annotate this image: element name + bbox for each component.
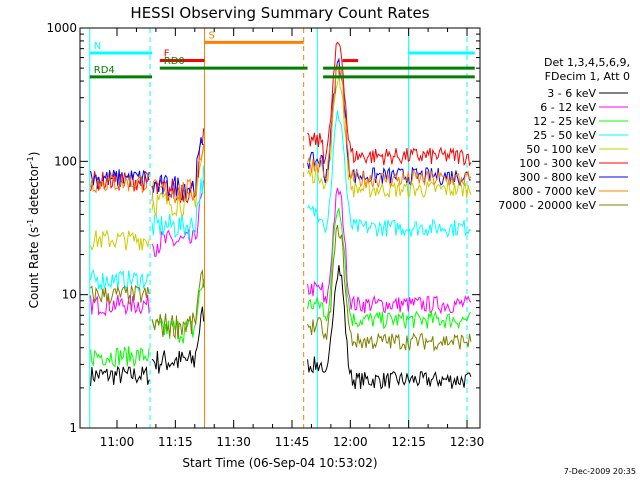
x-tick-label-4: 12:00 [333, 435, 368, 449]
series-line-4 [90, 73, 472, 252]
legend-header-line2: FDecim 1, Att 0 [545, 70, 630, 83]
flag-label-s: S [209, 30, 215, 41]
flag-label-n: N [94, 41, 101, 52]
flag-label-f: F [164, 49, 170, 60]
plot-border [79, 27, 481, 429]
series-line-0 [90, 265, 472, 390]
legend: Det 1,3,4,5,6,9, FDecim 1, Att 0 3 - 6 k… [498, 56, 630, 212]
y-tick-label-2: 100 [54, 154, 77, 168]
y-axis-ticks: 1 10 100 1000 [46, 21, 480, 435]
x-tick-label-5: 12:15 [391, 435, 426, 449]
flag-label-rd0: RD0 [164, 56, 185, 67]
flag-label-rd4: RD4 [94, 65, 115, 76]
legend-label-5: 100 - 300 keV [519, 157, 596, 170]
generation-date: 7-Dec-2009 20:35 [564, 467, 636, 476]
series-line-1 [90, 180, 472, 317]
legend-label-2: 12 - 25 keV [533, 115, 596, 128]
x-tick-label-6: 12:30 [450, 435, 485, 449]
legend-label-4: 50 - 100 keV [526, 143, 596, 156]
chart-title: HESSI Observing Summary Count Rates [130, 4, 429, 22]
y-axis-label: Count Rate (s-1 detector-1) [26, 152, 41, 309]
y-tick-label-1: 10 [62, 288, 77, 302]
plot-area [89, 28, 472, 428]
y-tick-label-0: 1 [69, 421, 77, 435]
x-tick-label-1: 11:15 [158, 435, 193, 449]
legend-header-line1: Det 1,3,4,5,6,9, [544, 56, 630, 69]
plot-frame [79, 27, 481, 429]
x-tick-label-3: 11:45 [275, 435, 310, 449]
legend-label-8: 7000 - 20000 keV [498, 199, 596, 212]
x-axis-ticks: 11:00 11:15 11:30 11:45 12:00 12:15 12:30 [100, 28, 485, 449]
y-tick-label-3: 1000 [46, 21, 77, 35]
legend-label-7: 800 - 7000 keV [512, 185, 596, 198]
legend-label-1: 6 - 12 keV [540, 101, 596, 114]
legend-label-3: 25 - 50 keV [533, 129, 596, 142]
x-axis-label: Start Time (06-Sep-04 10:53:02) [182, 456, 377, 470]
x-tick-label-2: 11:30 [216, 435, 251, 449]
series-line-2 [90, 207, 472, 368]
x-tick-label-0: 11:00 [100, 435, 135, 449]
legend-label-6: 300 - 800 keV [519, 171, 596, 184]
series-line-7 [90, 63, 472, 204]
series-line-8 [90, 224, 472, 353]
legend-label-0: 3 - 6 keV [547, 87, 596, 100]
series-line-3 [90, 110, 472, 293]
